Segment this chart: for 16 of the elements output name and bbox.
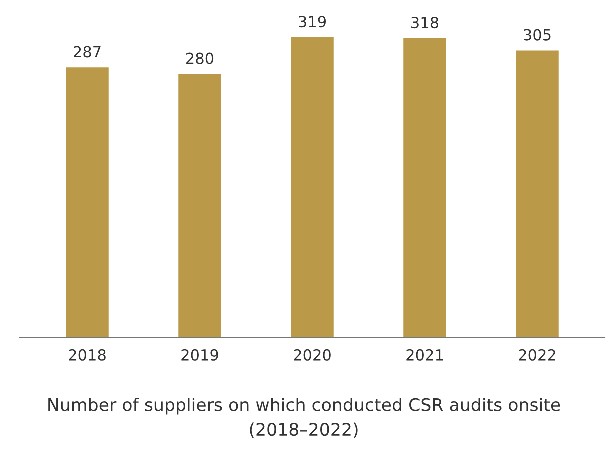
bar: [66, 68, 109, 338]
x-tick-label: 2022: [519, 349, 556, 361]
bar: [516, 50, 559, 338]
bar: [291, 38, 334, 338]
data-label: 280: [186, 52, 214, 64]
x-tick-label: 2018: [69, 349, 106, 361]
data-label: 319: [299, 16, 326, 28]
data-label: 318: [412, 17, 439, 29]
text: Number of suppliers on which conducted CSR audits onsite (2018–2022): [48, 398, 560, 438]
x-tick-label: 2020: [294, 349, 331, 361]
x-tick-label: 2021: [406, 349, 444, 361]
x-tick-label: 2019: [182, 349, 218, 361]
bar: [178, 74, 222, 338]
bar: [404, 38, 446, 338]
data-label: 305: [524, 29, 551, 41]
data-label: 287: [74, 46, 101, 58]
